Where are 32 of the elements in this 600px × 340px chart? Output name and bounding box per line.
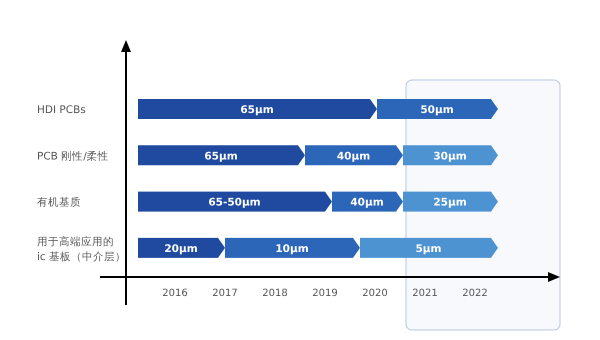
bar [138,192,332,212]
annotation: 20μm [164,242,198,255]
x-tick-label: 2022 [462,288,488,299]
x-tick-label: 2019 [312,288,338,299]
bar [138,145,305,166]
bar [138,99,377,119]
x-tick-label: 2017 [212,288,238,299]
annotation: 30μm [433,150,467,162]
annotation: 65μm [204,150,238,162]
bar [403,145,498,166]
bar [377,99,498,119]
annotation: 5μm [416,242,442,255]
bar [225,238,360,258]
bar [305,145,403,166]
annotation: 65-50μm [208,196,261,209]
bar [403,192,498,212]
annotation: 25μm [433,196,467,209]
y-tick-label: 用于高端应用的 ic 基板（中介层） [37,234,126,263]
x-tick-label: 2021 [412,288,438,299]
y-tick-label: HDI PCBs [37,104,86,116]
y-tick-label: 有机基质 [37,196,81,209]
bar [360,238,498,258]
annotation: 40μm [336,150,370,162]
y-tick-label: PCB 刚性/柔性 [37,150,109,162]
x-tick-label: 2016 [162,288,188,299]
bar [138,238,225,258]
annotation: 65μm [240,104,274,116]
annotation: 10μm [275,242,309,255]
x-tick-label: 2020 [362,288,388,299]
x-tick-label: 2018 [262,288,288,299]
annotation: 40μm [350,196,384,209]
annotation: 50μm [420,104,454,116]
